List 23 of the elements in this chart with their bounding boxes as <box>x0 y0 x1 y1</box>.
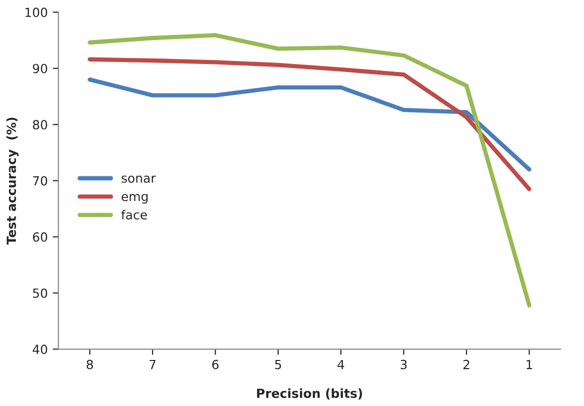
x-tick-label: 5 <box>275 360 282 370</box>
y-tick-label: 100 <box>25 8 48 18</box>
x-tick-label: 2 <box>463 360 470 370</box>
legend-label: sonar <box>122 176 156 183</box>
x-tick-label: 6 <box>212 360 219 370</box>
line-series <box>88 77 532 172</box>
x-tick-label: 7 <box>150 360 156 370</box>
y-tick-label: 40 <box>32 344 48 354</box>
line-series <box>88 33 532 308</box>
y-axis-title: Test accuracy (%) <box>6 118 19 245</box>
legend-label: emg <box>122 194 148 204</box>
y-tick-label: 50 <box>33 288 48 298</box>
line-series <box>88 57 532 192</box>
x-tick-label: 1 <box>526 360 532 370</box>
y-tick-label: 60 <box>32 232 48 242</box>
legend-label: face <box>121 210 147 220</box>
y-tick-label: 80 <box>32 120 48 130</box>
x-axis-title: Precision (bits) <box>257 388 362 400</box>
x-tick-label: 3 <box>400 360 407 370</box>
x-tick-label: 4 <box>338 360 344 370</box>
y-tick-label: 70 <box>33 176 48 186</box>
x-tick-label: 8 <box>86 360 93 370</box>
y-tick-label: 90 <box>32 64 48 74</box>
